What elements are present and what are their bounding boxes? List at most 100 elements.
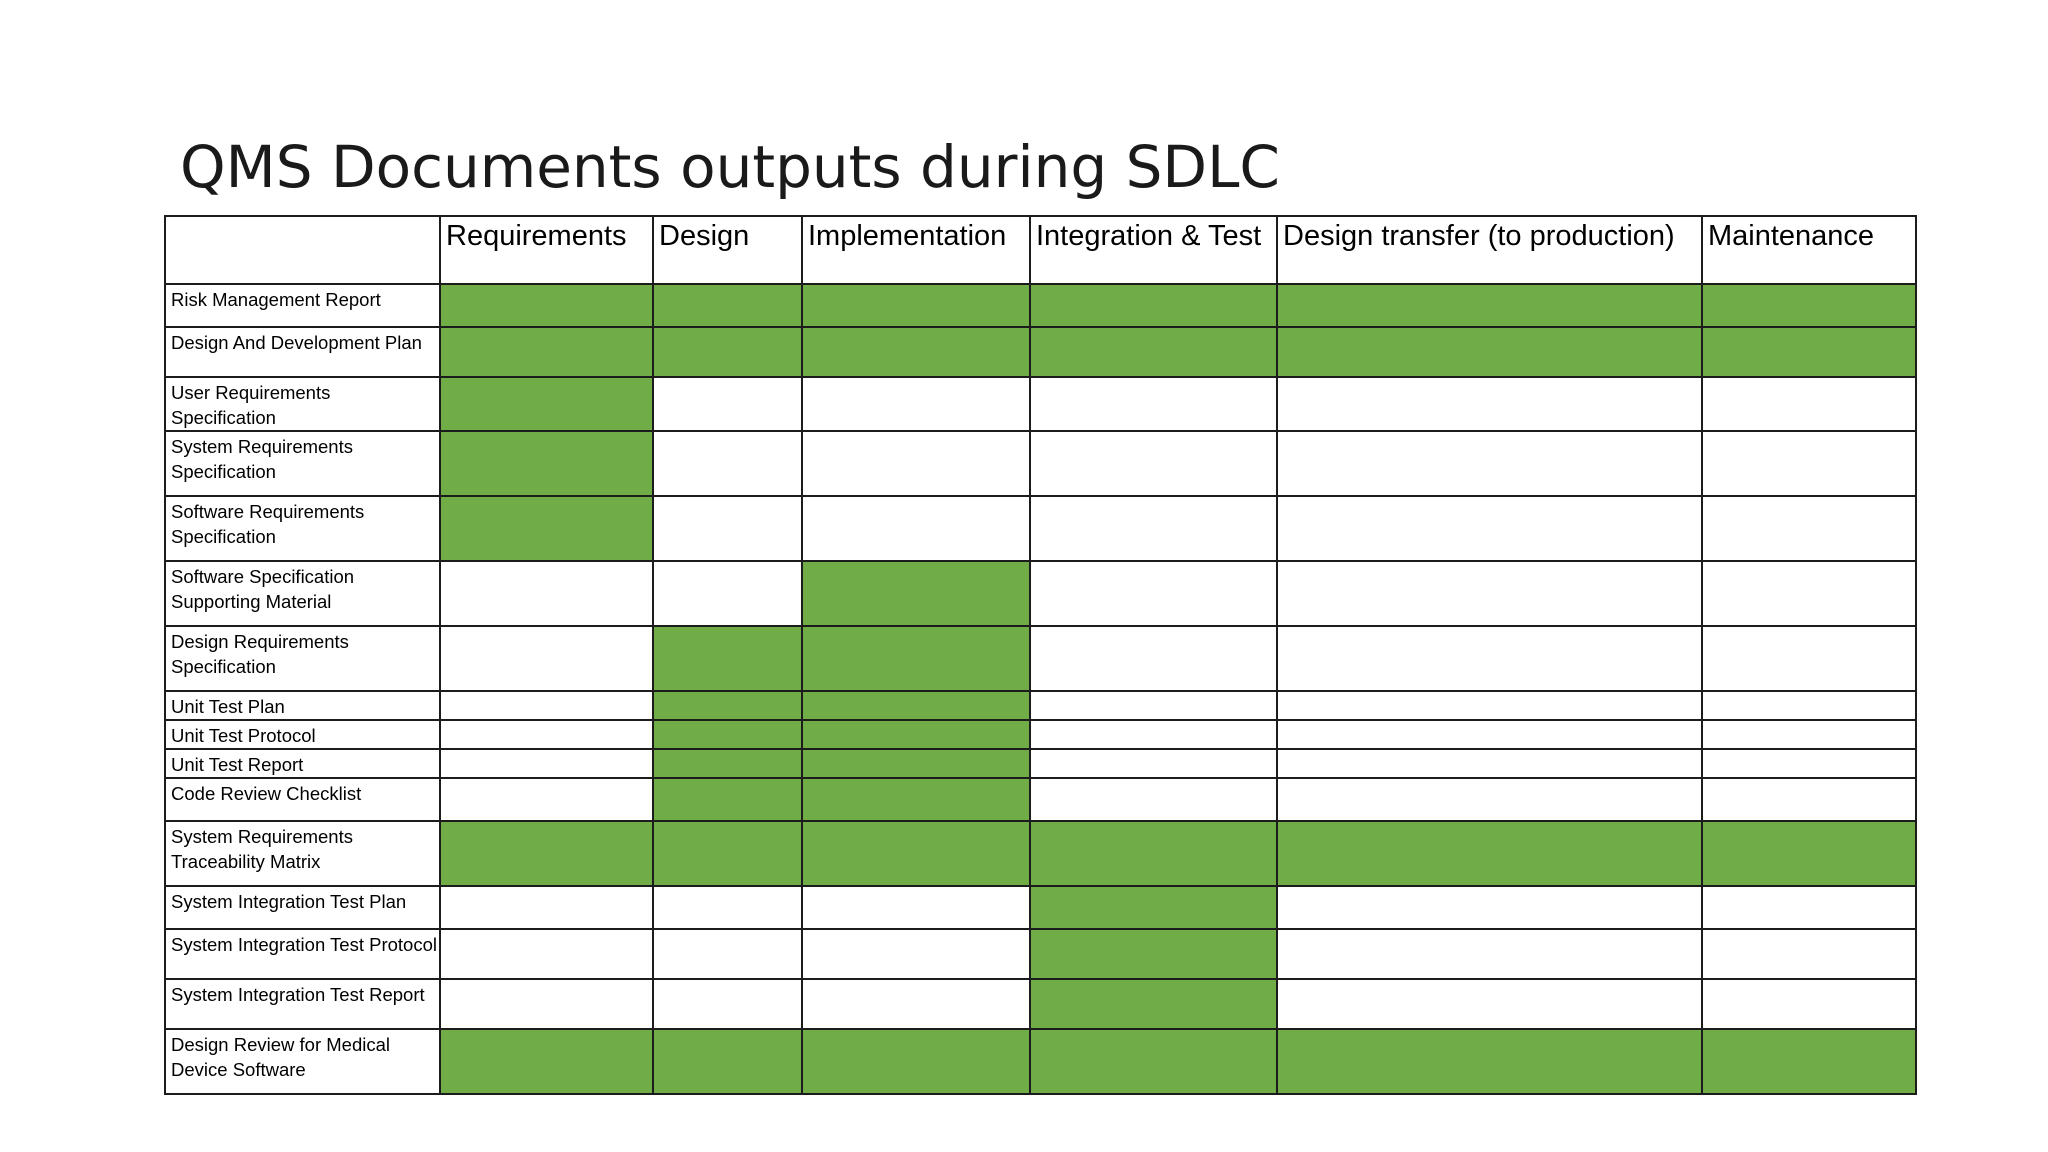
phase-cell-active [652, 625, 803, 692]
phase-cell-empty [1276, 978, 1703, 1030]
phase-cell-empty [439, 885, 654, 930]
phase-cell-active [439, 283, 654, 328]
phase-cell-empty [1701, 748, 1917, 779]
phase-cell-active [652, 690, 803, 721]
table-row: Software Requirements Specification [164, 495, 1917, 562]
phase-cell-active [801, 719, 1031, 750]
phase-cell-empty [1276, 376, 1703, 432]
phase-cell-empty [1276, 430, 1703, 497]
table-row: User Requirements Specification [164, 376, 1917, 432]
phase-cell-active [801, 820, 1031, 887]
table-row: Design Review for Medical Device Softwar… [164, 1028, 1917, 1095]
document-label: Code Review Checklist [164, 777, 441, 822]
phase-cell-empty [1029, 625, 1278, 692]
phase-cell-active [801, 625, 1031, 692]
phase-cell-empty [1701, 495, 1917, 562]
phase-cell-active [439, 376, 654, 432]
table-row: System Integration Test Report [164, 978, 1917, 1030]
phase-cell-active [801, 777, 1031, 822]
table-row: System Requirements Specification [164, 430, 1917, 497]
phase-cell-active [1701, 326, 1917, 378]
phase-cell-empty [439, 690, 654, 721]
phase-cell-empty [1276, 928, 1703, 980]
phase-cell-empty [1276, 719, 1703, 750]
corner-cell [164, 215, 441, 285]
phase-cell-empty [1276, 690, 1703, 721]
phase-cell-active [1029, 820, 1278, 887]
phase-cell-active [652, 283, 803, 328]
phase-cell-active [439, 430, 654, 497]
document-label: System Requirements Traceability Matrix [164, 820, 441, 887]
page-title: QMS Documents outputs during SDLC [180, 133, 1280, 201]
header-row: Requirements Design Implementation Integ… [164, 215, 1917, 285]
document-label: Software Requirements Specification [164, 495, 441, 562]
phase-cell-active [1701, 1028, 1917, 1095]
phase-cell-empty [1029, 777, 1278, 822]
phase-cell-empty [439, 928, 654, 980]
phase-cell-active [1029, 978, 1278, 1030]
phase-cell-empty [439, 719, 654, 750]
phase-cell-active [652, 1028, 803, 1095]
phase-cell-empty [439, 978, 654, 1030]
phase-cell-empty [1276, 625, 1703, 692]
phase-cell-active [801, 326, 1031, 378]
phase-cell-empty [439, 777, 654, 822]
phase-cell-empty [1701, 690, 1917, 721]
document-label: Software Specification Supporting Materi… [164, 560, 441, 627]
phase-cell-active [652, 820, 803, 887]
document-label: System Integration Test Report [164, 978, 441, 1030]
phase-cell-empty [1701, 376, 1917, 432]
table-row: Design Requirements Specification [164, 625, 1917, 692]
phase-cell-empty [801, 376, 1031, 432]
matrix-body: Risk Management Report Design And Develop… [164, 283, 1917, 1095]
document-label: Unit Test Protocol [164, 719, 441, 750]
table-row: Unit Test Report [164, 748, 1917, 779]
phase-cell-empty [801, 495, 1031, 562]
table-row: Risk Management Report [164, 283, 1917, 328]
phase-cell-empty [1701, 430, 1917, 497]
table-row: Code Review Checklist [164, 777, 1917, 822]
phase-cell-active [652, 719, 803, 750]
phase-cell-empty [652, 978, 803, 1030]
phase-cell-active [801, 690, 1031, 721]
phase-cell-empty [1701, 978, 1917, 1030]
phase-header: Implementation [801, 215, 1031, 285]
phase-cell-empty [1029, 719, 1278, 750]
phase-cell-empty [439, 748, 654, 779]
phase-cell-active [652, 326, 803, 378]
phase-header: Maintenance [1701, 215, 1917, 285]
phase-cell-active [1029, 283, 1278, 328]
table-row: Design And Development Plan [164, 326, 1917, 378]
phase-cell-empty [1029, 430, 1278, 497]
phase-cell-empty [1701, 928, 1917, 980]
phase-cell-empty [652, 495, 803, 562]
document-label: Unit Test Plan [164, 690, 441, 721]
table-row: Unit Test Plan [164, 690, 1917, 721]
phase-cell-empty [652, 376, 803, 432]
phase-cell-empty [1701, 560, 1917, 627]
phase-cell-active [1701, 283, 1917, 328]
document-label: Design And Development Plan [164, 326, 441, 378]
phase-cell-empty [1276, 885, 1703, 930]
phase-cell-active [801, 1028, 1031, 1095]
phase-cell-empty [1701, 719, 1917, 750]
phase-cell-empty [1276, 495, 1703, 562]
phase-header: Integration & Test [1029, 215, 1278, 285]
phase-cell-active [652, 748, 803, 779]
phase-cell-active [1029, 928, 1278, 980]
phase-cell-empty [1029, 376, 1278, 432]
phase-cell-active [801, 560, 1031, 627]
document-label: Design Review for Medical Device Softwar… [164, 1028, 441, 1095]
table-row: System Integration Test Protocol [164, 928, 1917, 980]
document-label: Risk Management Report [164, 283, 441, 328]
phase-cell-active [1029, 885, 1278, 930]
phase-cell-empty [439, 560, 654, 627]
phase-cell-empty [1701, 885, 1917, 930]
phase-cell-active [439, 326, 654, 378]
phase-cell-empty [1276, 777, 1703, 822]
phase-cell-active [1276, 326, 1703, 378]
table-row: System Integration Test Plan [164, 885, 1917, 930]
phase-header: Design [652, 215, 803, 285]
phase-cell-empty [801, 430, 1031, 497]
document-label: Design Requirements Specification [164, 625, 441, 692]
